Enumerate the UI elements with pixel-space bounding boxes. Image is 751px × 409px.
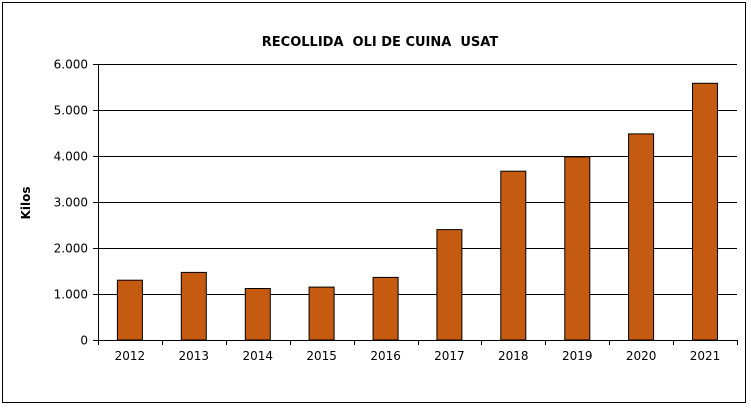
bar-2018 [500, 170, 527, 341]
x-tick-label: 2015 [306, 349, 337, 363]
x-tick-labels: 2012 2013 2014 2015 2016 2017 2018 2019 2020 2021 [115, 349, 721, 363]
x-tick-label: 2016 [370, 349, 401, 363]
bar-2015 [308, 286, 335, 341]
x-tick-label: 2018 [498, 349, 529, 363]
x-tick-label: 2013 [179, 349, 210, 363]
y-tick-label: 6.000 [54, 58, 88, 72]
bar-2019 [564, 156, 591, 341]
bar-2017 [436, 229, 463, 341]
chart-title: RECOLLIDA OLI DE CUINA USAT [262, 35, 499, 50]
bar-2016 [372, 276, 399, 341]
bar-2020 [628, 133, 655, 341]
y-tick-label: 5.000 [54, 104, 88, 118]
x-tick-label: 2019 [562, 349, 593, 363]
x-tick-label: 2020 [626, 349, 657, 363]
axes [93, 64, 738, 345]
bars [116, 82, 718, 341]
y-tick-label: 2.000 [54, 242, 88, 256]
bar-2013 [180, 271, 207, 341]
x-tick-label: 2012 [115, 349, 146, 363]
x-tick-label: 2014 [243, 349, 274, 363]
bar-2021 [692, 82, 718, 341]
bar-2014 [244, 288, 271, 341]
bar-2012 [116, 279, 143, 341]
y-tick-label: 1.000 [54, 288, 88, 302]
x-tick-label: 2017 [434, 349, 465, 363]
y-tick-label: 0 [80, 334, 88, 348]
y-axis-title: Kilos [19, 187, 33, 220]
x-tick-label: 2021 [690, 349, 721, 363]
y-tick-label: 4.000 [54, 150, 88, 164]
y-tick-labels: 0 1.000 2.000 3.000 4.000 5.000 6.000 [54, 58, 88, 348]
y-tick-label: 3.000 [54, 196, 88, 210]
